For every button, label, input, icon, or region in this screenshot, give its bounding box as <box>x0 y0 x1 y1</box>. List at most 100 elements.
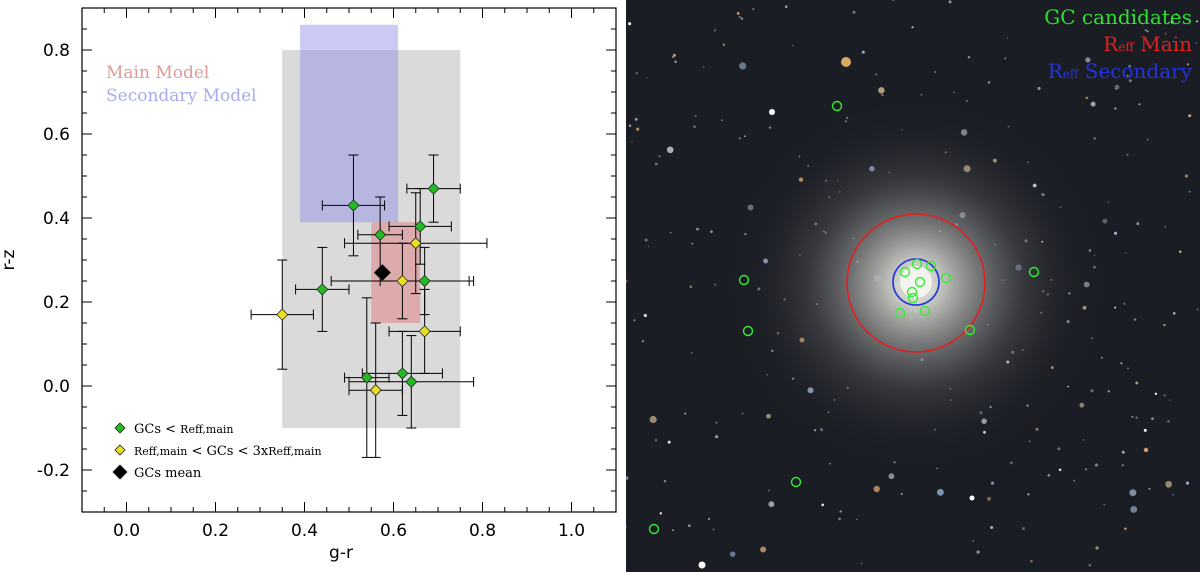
background-source <box>1172 493 1174 496</box>
background-source <box>1094 463 1099 467</box>
legend-text-rest: Main <box>1134 32 1192 56</box>
secondary-model-region <box>300 24 398 223</box>
background-source <box>1021 527 1025 531</box>
background-source <box>738 137 741 140</box>
background-source <box>1082 439 1085 441</box>
x-tick-label: 0.0 <box>113 521 140 541</box>
background-source <box>1185 481 1190 485</box>
legend-text-sub: eff <box>1118 40 1135 54</box>
background-source <box>1133 318 1137 321</box>
background-source <box>1079 402 1085 408</box>
background-source <box>672 53 676 57</box>
background-source <box>643 313 647 318</box>
main-model-label: Main Model <box>106 63 209 83</box>
background-source <box>1121 464 1124 467</box>
background-source <box>1095 546 1099 550</box>
reff-main-circle <box>846 213 986 353</box>
background-source <box>715 435 719 439</box>
background-source <box>1165 480 1172 488</box>
background-source <box>626 476 629 480</box>
background-source <box>696 227 699 231</box>
background-source <box>667 440 671 444</box>
background-source <box>1175 13 1178 16</box>
background-source <box>636 127 640 131</box>
legend-text-part: R <box>1048 59 1064 83</box>
legend-text-sub: eff <box>1063 67 1080 81</box>
background-source <box>626 525 627 528</box>
background-source <box>1107 201 1110 203</box>
background-source <box>729 551 736 557</box>
x-tick-label: 0.8 <box>469 521 496 541</box>
background-source <box>713 29 716 32</box>
background-source <box>703 66 705 68</box>
background-source <box>691 242 694 245</box>
gc-candidate-marker <box>964 324 976 336</box>
background-source <box>1006 37 1009 39</box>
x-tick-label: 1.0 <box>558 521 585 541</box>
background-source <box>839 510 842 513</box>
legend-text-rest: Secondary <box>1078 59 1192 83</box>
gc-point <box>418 325 431 338</box>
background-source <box>688 524 691 527</box>
background-source <box>736 11 740 15</box>
background-source <box>740 17 744 20</box>
background-source <box>1123 302 1126 305</box>
background-source <box>967 56 971 59</box>
background-source <box>1148 487 1151 490</box>
background-source <box>987 496 991 501</box>
background-source <box>900 493 903 495</box>
background-source <box>1195 42 1198 44</box>
background-source <box>838 517 841 521</box>
background-source <box>934 71 937 73</box>
background-source <box>752 8 755 10</box>
background-source <box>1135 416 1138 419</box>
background-source <box>784 5 788 9</box>
background-source <box>715 421 718 424</box>
background-source <box>1196 308 1199 311</box>
background-source <box>1167 420 1170 423</box>
background-source <box>1135 381 1139 385</box>
mean-point <box>373 264 391 282</box>
background-source <box>987 81 991 84</box>
legend-text-sub: Reff,main <box>180 423 233 436</box>
bright-source <box>1143 447 1149 453</box>
background-source <box>689 285 693 289</box>
gc-candidate-marker <box>831 100 843 112</box>
background-source <box>936 488 944 496</box>
background-source <box>710 230 713 234</box>
background-source <box>631 141 633 143</box>
background-source <box>768 501 775 508</box>
background-source <box>829 462 831 465</box>
background-source <box>990 481 995 485</box>
y-tick-label: -0.2 <box>37 461 70 481</box>
legend-text-mid: < GCs < 3x <box>187 444 269 459</box>
gc-point <box>316 283 329 296</box>
background-source <box>1163 394 1166 397</box>
background-source <box>738 15 741 19</box>
image-legend-entry: Reff Secondary <box>1048 59 1193 83</box>
gc-candidate-marker <box>940 272 952 284</box>
background-source <box>1047 474 1051 477</box>
background-source <box>873 485 880 493</box>
legend-text-tail: Reff,main <box>268 445 321 458</box>
background-source <box>1030 559 1033 563</box>
x-tick-label: 0.4 <box>291 521 318 541</box>
background-source <box>856 518 858 521</box>
image-legend-entry: Reff Main <box>1103 32 1192 56</box>
background-source <box>1186 63 1190 66</box>
background-source <box>663 479 667 483</box>
background-source <box>1085 96 1089 100</box>
background-source <box>722 43 726 46</box>
legend-text-part: Reff,main <box>134 445 187 458</box>
gc-candidate-marker <box>1028 266 1040 278</box>
background-source <box>821 503 825 507</box>
background-source <box>1073 479 1076 482</box>
background-source <box>1188 190 1191 193</box>
background-source <box>1027 493 1030 496</box>
gc-point <box>409 237 422 250</box>
background-source <box>1107 390 1111 393</box>
background-source <box>768 489 770 492</box>
background-source <box>1163 323 1166 327</box>
y-tick-label: 0.4 <box>43 209 70 229</box>
background-source <box>1114 306 1117 309</box>
